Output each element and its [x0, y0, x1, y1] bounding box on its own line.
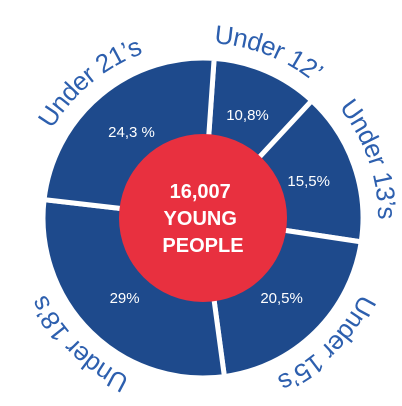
center-line-2: YOUNG	[164, 208, 237, 230]
center-line-1: 16,007	[170, 181, 231, 203]
center-line-3: PEOPLE	[162, 235, 243, 257]
slice-value-label: 15,5%	[287, 173, 330, 190]
center-disc	[119, 134, 287, 302]
slice-labels: 10,8% 15,5% 20,5% 29% 24,3 %	[108, 107, 330, 307]
slice-value-label: 24,3 %	[108, 124, 155, 141]
slice-value-label: 20,5%	[260, 290, 303, 307]
slice-value-label: 10,8%	[226, 107, 269, 124]
center-label: 16,007 YOUNG PEOPLE	[162, 181, 243, 257]
slice-value-label: 29%	[110, 290, 140, 307]
